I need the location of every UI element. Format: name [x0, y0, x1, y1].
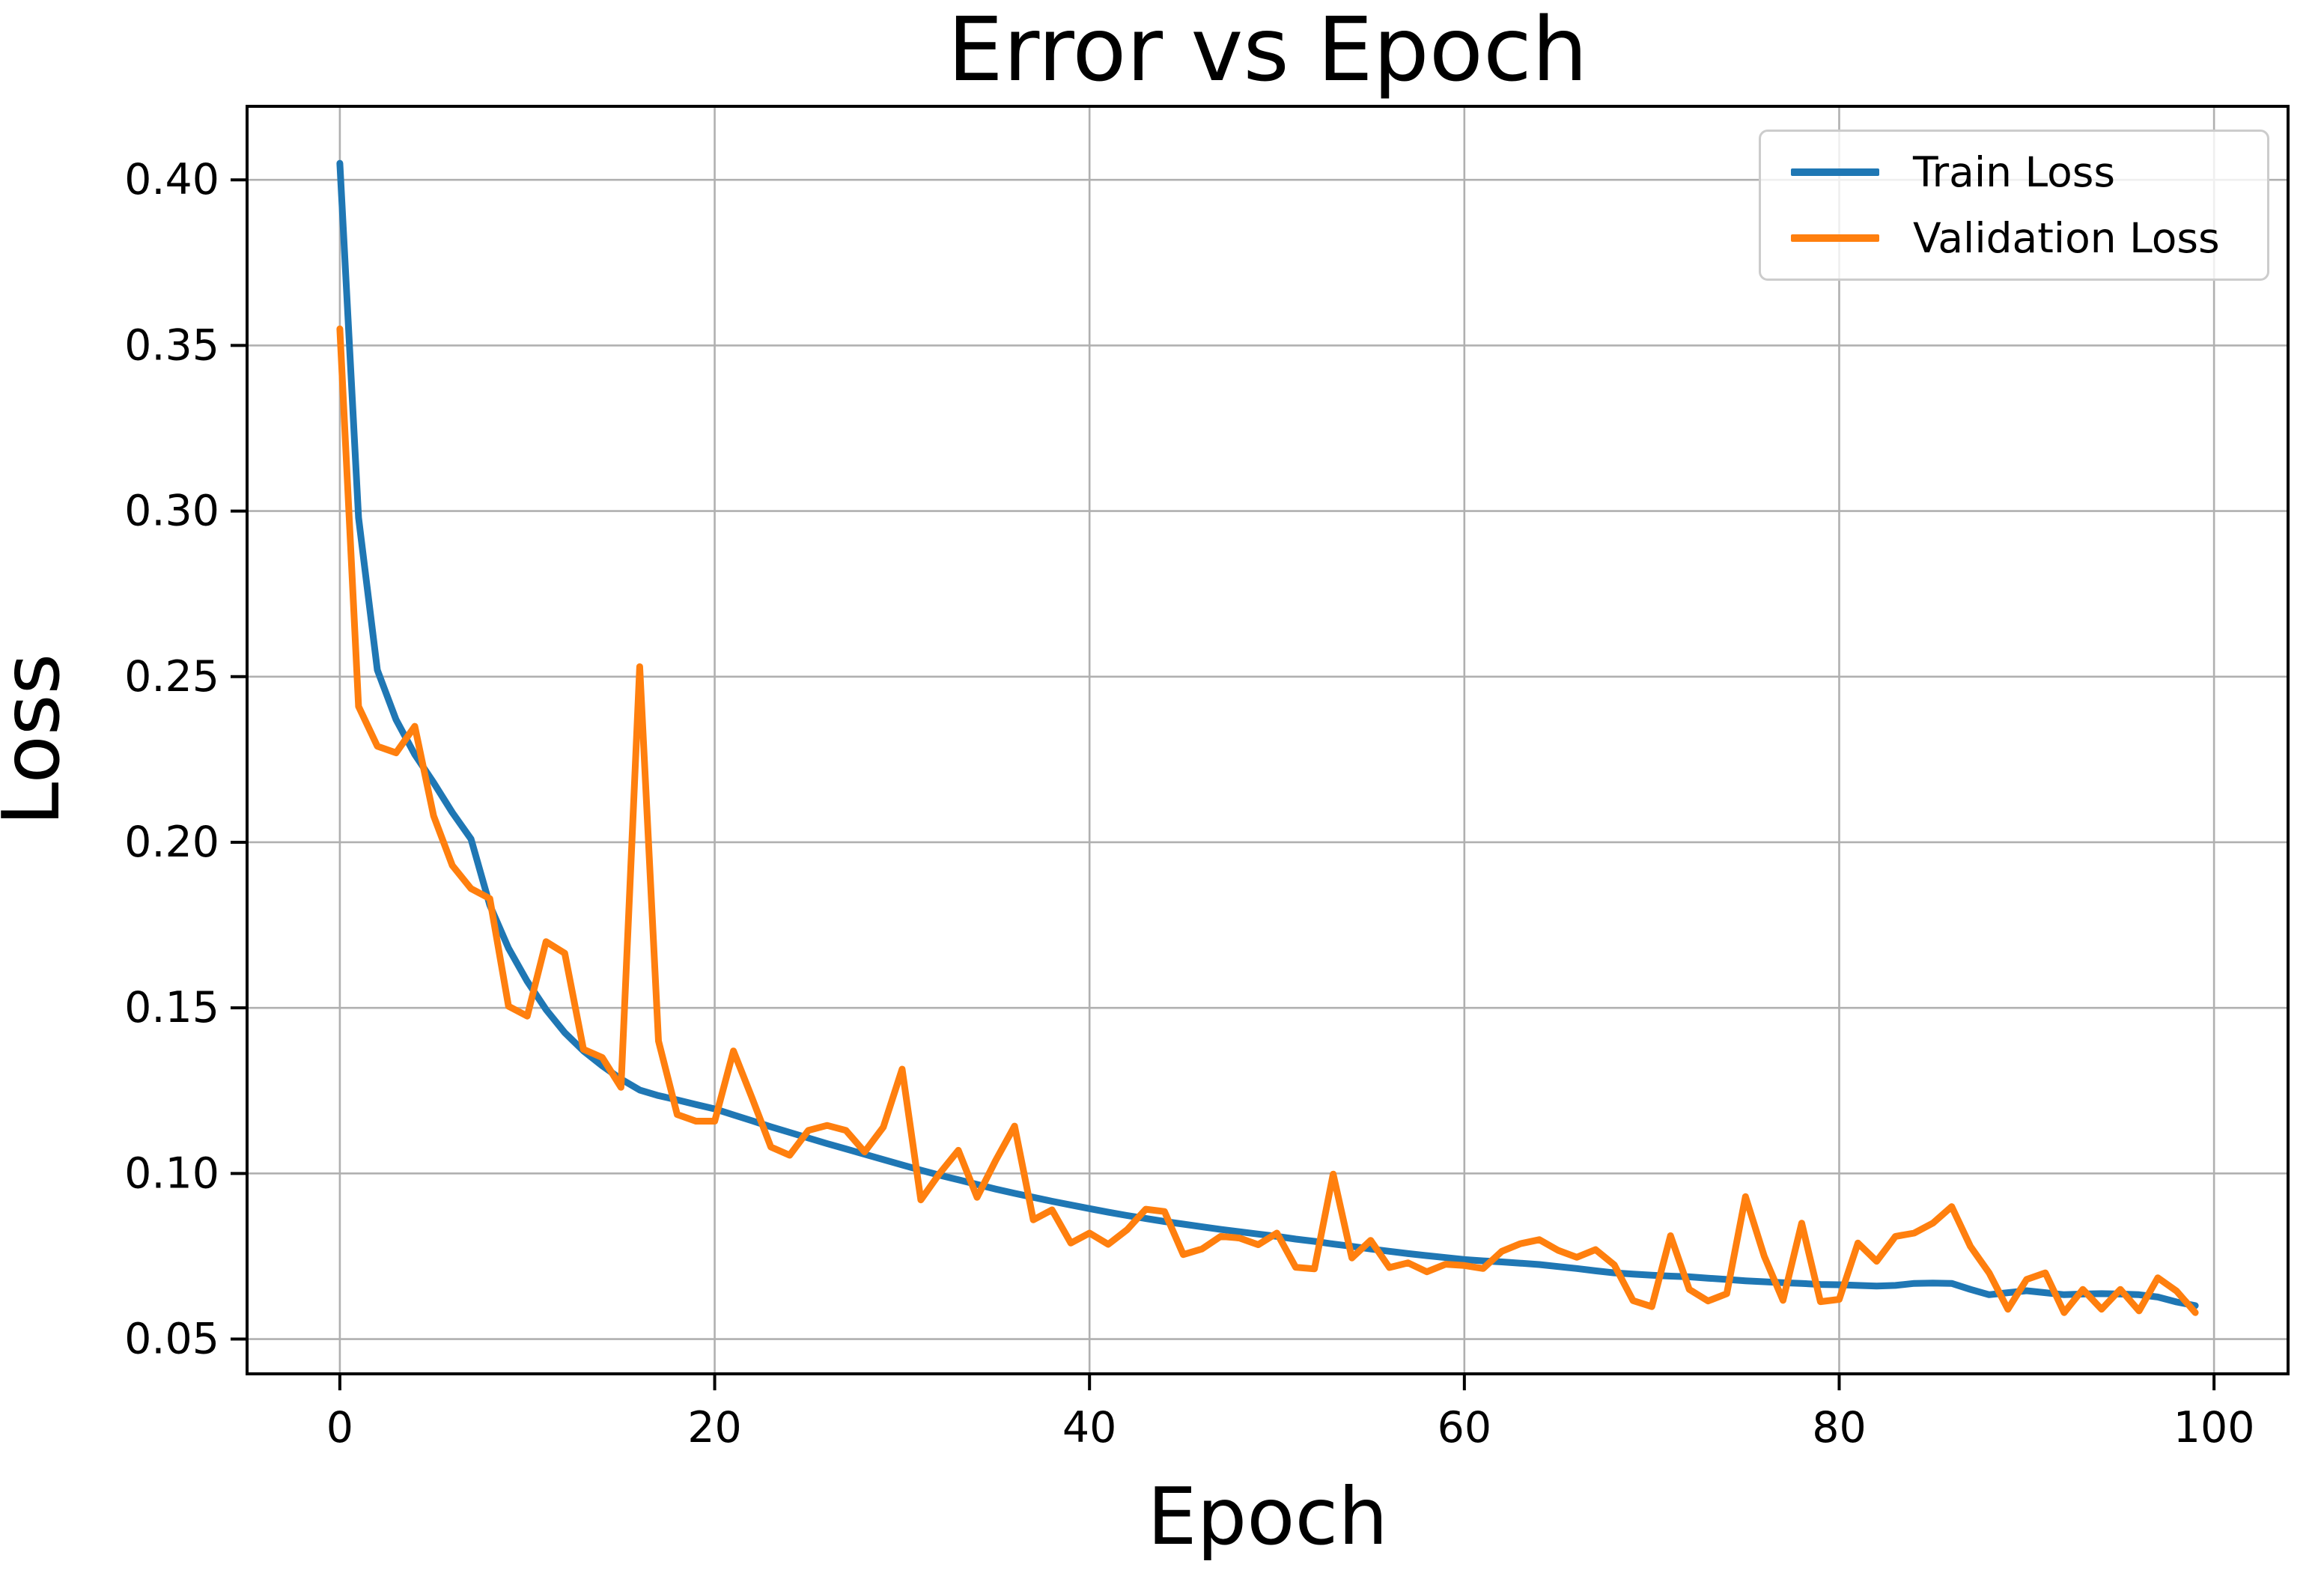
y-tick-label: 0.35 — [124, 320, 219, 370]
y-tick-label: 0.25 — [124, 652, 219, 702]
tick-layer — [231, 178, 2216, 1390]
tick-label-layer: 0 20 40 60 80 100 0.05 0.10 0.15 0.20 0.25 0.30 0.35… — [124, 155, 2254, 1452]
y-tick-label: 0.05 — [124, 1315, 219, 1364]
legend-entry-validation: Validation Loss — [1791, 214, 2267, 262]
train-loss-series-line — [336, 159, 2199, 1309]
validation-loss-line-sample — [1791, 234, 1879, 242]
y-tick-label: 0.30 — [124, 487, 219, 536]
y-tick-label: 0.10 — [124, 1148, 219, 1198]
series-layer — [336, 159, 2199, 1316]
legend-entry-train: Train Loss — [1791, 148, 2267, 196]
legend: Train Loss Validation Loss — [1759, 130, 2269, 281]
x-axis-label: Epoch — [1147, 1471, 1388, 1563]
x-tick-label: 80 — [1812, 1403, 1867, 1452]
y-axis-label: Loss — [0, 654, 77, 826]
plot-frame — [246, 105, 2290, 1375]
legend-label-train: Train Loss — [1913, 148, 2116, 196]
x-tick-label: 0 — [326, 1403, 353, 1452]
x-tick-label: 20 — [687, 1403, 742, 1452]
x-tick-label: 40 — [1062, 1403, 1117, 1452]
legend-label-validation: Validation Loss — [1913, 214, 2220, 262]
grid-layer — [247, 106, 2288, 1374]
x-tick-label: 60 — [1438, 1403, 1492, 1452]
chart-title: Error vs Epoch — [947, 0, 1587, 101]
validation-loss-series-line — [336, 325, 2199, 1316]
y-tick-label: 0.20 — [124, 818, 219, 867]
train-loss-line-sample — [1791, 168, 1879, 176]
y-tick-label: 0.40 — [124, 155, 219, 204]
y-tick-label: 0.15 — [124, 983, 219, 1032]
x-tick-label: 100 — [2174, 1403, 2255, 1452]
